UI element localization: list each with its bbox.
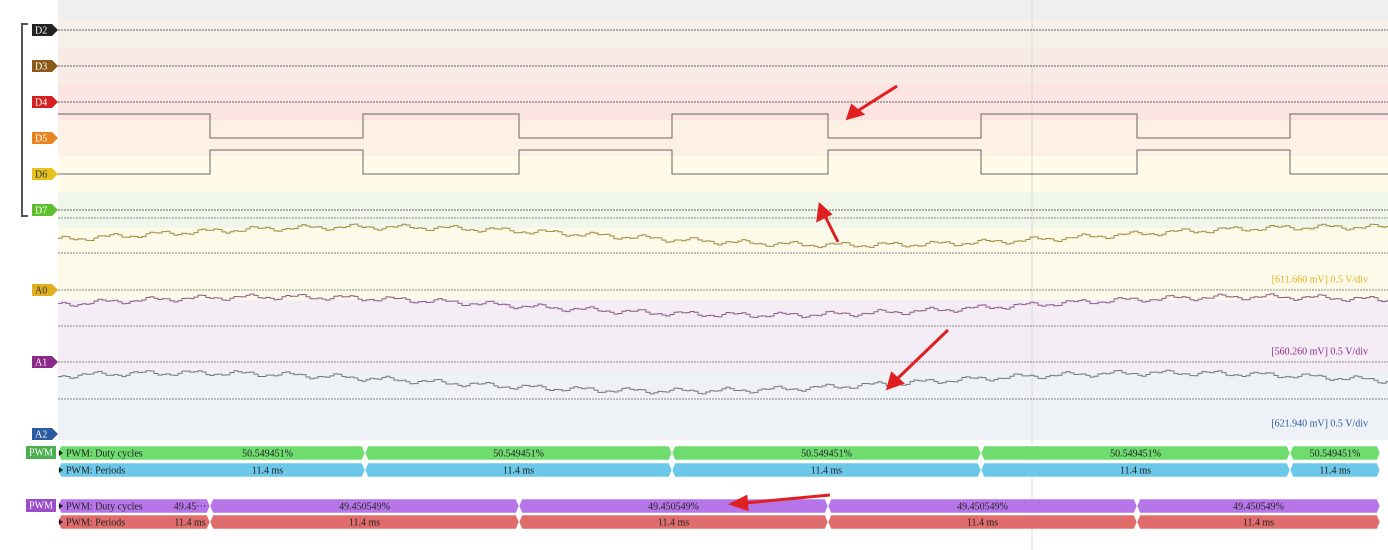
row-marker	[59, 450, 63, 456]
decoder-segment	[57, 514, 211, 530]
decoder-value: 50.549451%	[1110, 448, 1161, 459]
decoder-value: 11.4 ms	[174, 517, 205, 528]
arrow	[744, 493, 831, 505]
decoder-segment	[57, 498, 211, 514]
channel-tag	[32, 428, 58, 440]
top-band	[58, 0, 1388, 20]
channel-tag	[32, 168, 58, 180]
decoder-segment	[209, 514, 520, 530]
arrow-head	[845, 103, 866, 121]
arrow-head	[885, 371, 905, 391]
decoder-value: 11.4 ms	[1120, 465, 1151, 476]
arrow-head	[728, 494, 749, 512]
decoder-segment	[364, 445, 673, 461]
decoder-value: 11.4 ms	[811, 465, 842, 476]
decoder-value: 11.4 ms	[252, 465, 283, 476]
decoder-segment	[57, 445, 366, 461]
decoder-value: 49.45···	[174, 501, 207, 512]
decoder-segment	[827, 514, 1138, 530]
decoder-badge-label: PWM	[29, 500, 53, 511]
analog-scale: [560.260 mV] 0.5 V/div	[1271, 346, 1368, 357]
channel-tag	[32, 284, 58, 296]
decoder-segment	[518, 514, 829, 530]
decoder-value: 50.549451%	[1310, 448, 1361, 459]
decoder-value: 11.4 ms	[1319, 465, 1350, 476]
channel-band	[58, 228, 1388, 300]
arrow	[822, 213, 840, 243]
analog-wave	[58, 293, 1388, 319]
arrow	[855, 84, 898, 114]
decoder-badge-label: PWM	[29, 447, 53, 458]
analog-scale: [621.940 mV] 0.5 V/div	[1271, 418, 1368, 429]
row-marker	[59, 467, 63, 473]
decoder-badge	[26, 446, 56, 459]
decoder-value: 11.4 ms	[1243, 517, 1274, 528]
decoder-row-label: PWM: Duty cycles	[66, 501, 143, 512]
decoder-segment	[980, 445, 1291, 461]
decoder-segment	[671, 462, 982, 478]
decoder-segment	[364, 462, 673, 478]
decoder-value: 11.4 ms	[349, 517, 380, 528]
channel-label: D6	[35, 169, 47, 180]
channel-label: D7	[35, 205, 47, 216]
decoder-segment	[1289, 445, 1381, 461]
decoder-segment	[827, 498, 1138, 514]
row-marker	[59, 503, 63, 509]
decoder-segment	[980, 462, 1291, 478]
arrow-head	[816, 201, 833, 223]
decoder-value: 49.450549%	[1233, 501, 1284, 512]
analog-scale: [611.660 mV] 0.5 V/div	[1272, 274, 1368, 285]
decoder-value: 50.549451%	[493, 448, 544, 459]
channel-label: D5	[35, 133, 47, 144]
decoder-segment	[1136, 514, 1381, 530]
channel-label: D4	[35, 97, 47, 108]
channel-label: A1	[35, 357, 47, 368]
channel-tag	[32, 132, 58, 144]
analog-wave	[58, 369, 1388, 395]
decoder-row-label: PWM: Periods	[66, 465, 125, 476]
decoder-row-label: PWM: Periods	[66, 517, 125, 528]
channel-label: A2	[35, 429, 47, 440]
decoder-segment	[57, 462, 366, 478]
channel-band	[58, 20, 1388, 48]
channel-tag	[32, 96, 58, 108]
decoder-segment	[1136, 498, 1381, 514]
channel-tag	[32, 60, 58, 72]
channel-tag	[32, 204, 58, 216]
channel-tag	[32, 356, 58, 368]
group-bracket	[21, 23, 28, 217]
decoder-value: 49.450549%	[648, 501, 699, 512]
channel-band	[58, 300, 1388, 372]
decoder-value: 11.4 ms	[503, 465, 534, 476]
channel-tag	[32, 24, 58, 36]
decoder-value: 11.4 ms	[658, 517, 689, 528]
decoder-value: 50.549451%	[801, 448, 852, 459]
channel-label: A0	[35, 285, 47, 296]
analog-wave	[58, 223, 1388, 249]
decoder-segment	[209, 498, 520, 514]
annotation-arrows	[728, 84, 950, 512]
channel-band	[58, 372, 1388, 440]
digital-wave	[58, 113, 1388, 139]
decoder-segment	[1289, 462, 1381, 478]
arrow	[894, 328, 950, 382]
digital-wave	[58, 149, 1388, 175]
decoder-value: 50.549451%	[242, 448, 293, 459]
channel-label: D2	[35, 25, 47, 36]
decoder-badge	[26, 499, 56, 512]
decoder-segment	[671, 445, 982, 461]
decoder-value: 49.450549%	[339, 501, 390, 512]
channel-label: D3	[35, 61, 47, 72]
decoder-value: 49.450549%	[957, 501, 1008, 512]
decoder-value: 11.4 ms	[967, 517, 998, 528]
row-marker	[59, 519, 63, 525]
decoder-row-label: PWM: Duty cycles	[66, 448, 143, 459]
